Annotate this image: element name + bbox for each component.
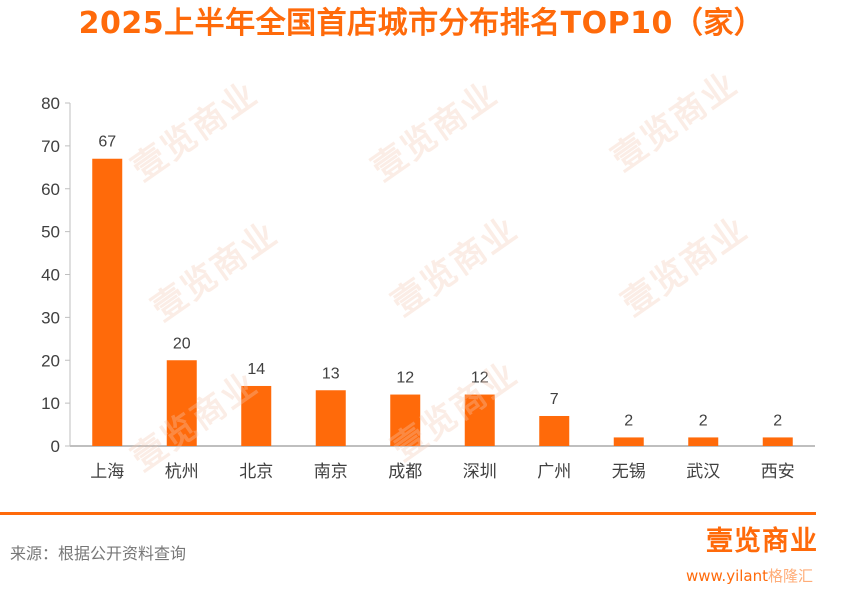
y-tick-label: 30: [41, 308, 60, 327]
brand-url: www.yilant格隆汇: [686, 566, 813, 586]
x-tick-label: 西安: [761, 462, 795, 482]
gelonghui-mark: 格隆汇: [768, 567, 814, 585]
data-label: 2: [773, 412, 782, 429]
bar: [315, 390, 346, 446]
bar: [762, 437, 793, 446]
bar: [241, 385, 272, 446]
bar: [539, 415, 570, 446]
x-tick-label: 无锡: [612, 462, 646, 482]
y-tick-label: 20: [41, 351, 60, 370]
footer-divider: [0, 512, 816, 515]
x-tick-label: 广州: [537, 462, 571, 482]
y-tick-label: 50: [41, 223, 60, 242]
data-label: 14: [247, 361, 265, 378]
x-tick-label: 成都: [388, 462, 422, 482]
brand-url-text: www.yilant: [686, 567, 768, 585]
y-tick-label: 70: [41, 137, 60, 156]
x-tick-label: 南京: [314, 462, 348, 482]
source-note: 来源：根据公开资料查询: [10, 544, 187, 563]
data-label: 7: [550, 391, 559, 408]
y-tick-label: 10: [41, 394, 60, 413]
bar: [390, 394, 421, 446]
y-tick-label: 80: [41, 94, 60, 113]
brand-logo: 壹览商业: [706, 526, 818, 557]
data-label: 12: [471, 370, 489, 387]
x-tick-label: 上海: [90, 462, 124, 482]
data-label: 12: [396, 370, 414, 387]
bar: [688, 437, 719, 446]
data-label: 67: [98, 134, 116, 151]
x-tick-label: 北京: [239, 462, 273, 482]
bar: [92, 158, 123, 447]
data-label: 2: [624, 412, 633, 429]
x-tick-label: 杭州: [165, 462, 199, 482]
x-axis: 上海 杭州 北京 南京 成都 深圳 广州 无锡 武汉 西安: [70, 445, 815, 482]
y-tick-label: 0: [51, 437, 60, 456]
data-label: 13: [322, 365, 340, 382]
bar: [464, 394, 495, 446]
y-tick-label: 60: [41, 180, 60, 199]
data-label: 2: [699, 412, 708, 429]
x-tick-label: 武汉: [686, 462, 720, 482]
bar: [613, 437, 644, 446]
y-tick-label: 40: [41, 266, 60, 285]
bar: [166, 360, 197, 446]
chart-title: 2025上半年全国首店城市分布排名TOP10（家）: [78, 6, 765, 41]
bars: 67 20 14 13 12 12 7 2 2 2: [92, 134, 793, 447]
y-axis: 0 10 20 30 40 50 60 70 80: [41, 94, 71, 456]
x-tick-label: 深圳: [463, 462, 497, 482]
data-label: 20: [173, 335, 191, 352]
